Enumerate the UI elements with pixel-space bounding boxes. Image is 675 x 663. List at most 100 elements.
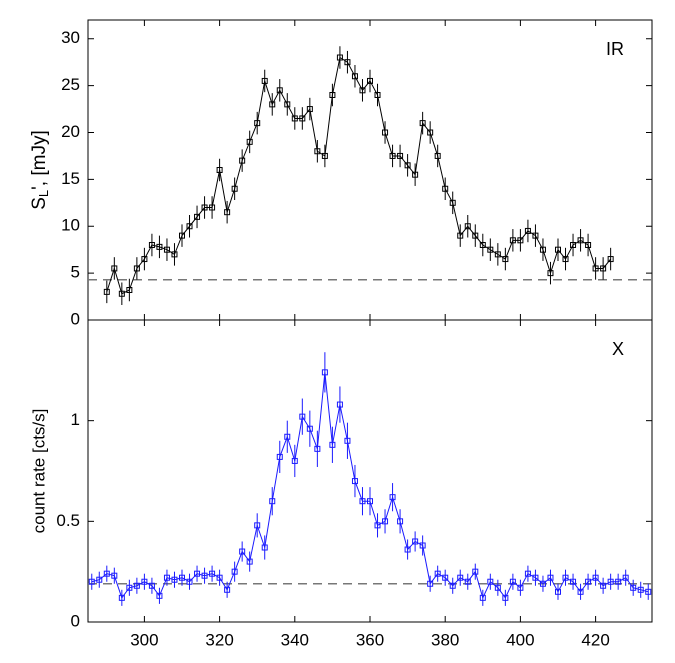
data-point (645, 588, 652, 595)
data-point (246, 558, 253, 565)
data-point (412, 171, 419, 178)
data-point (494, 584, 501, 591)
data-point (291, 115, 298, 122)
data-point (351, 73, 358, 80)
data-point (276, 87, 283, 94)
data-point (148, 242, 155, 248)
data-point (269, 101, 276, 108)
data-point (194, 570, 201, 577)
y-tick-label: 0 (71, 309, 80, 328)
data-point (201, 204, 208, 211)
x-tick-label: 420 (581, 630, 609, 649)
data-point (254, 120, 261, 127)
data-point (179, 574, 185, 581)
data-point (284, 101, 291, 108)
data-point (524, 570, 531, 577)
data-point (224, 209, 231, 216)
data-point (509, 578, 516, 585)
data-point (479, 594, 486, 601)
data-point (434, 152, 441, 159)
data-point (367, 498, 373, 505)
data-point (637, 586, 644, 593)
x-tick-label: 300 (130, 630, 158, 649)
data-point (600, 582, 607, 589)
data-point (336, 401, 343, 408)
data-point (141, 256, 148, 263)
data-point (600, 265, 607, 272)
data-point (547, 574, 554, 581)
x-tick-label: 400 (506, 630, 534, 649)
data-point (539, 580, 546, 587)
data-point (321, 369, 328, 376)
data-point (171, 576, 178, 583)
annotation: X (612, 339, 624, 359)
data-point (216, 574, 223, 581)
data-point (306, 425, 313, 432)
data-point (562, 574, 569, 581)
data-point (630, 584, 637, 591)
data-point (562, 256, 569, 263)
data-point (592, 574, 599, 581)
data-point (306, 106, 313, 113)
y-tick-label: 10 (61, 216, 80, 235)
data-point (509, 237, 516, 244)
y-label-main: S (29, 197, 50, 210)
x-tick-label: 380 (431, 630, 459, 649)
data-point (539, 246, 546, 253)
data-point (111, 265, 118, 272)
data-point (231, 568, 238, 575)
data-point (585, 242, 592, 248)
data-point (449, 199, 456, 206)
x-tick-label: 320 (205, 630, 233, 649)
data-point (126, 287, 133, 293)
data-point (382, 129, 389, 136)
data-point (239, 548, 246, 555)
data-point (133, 265, 140, 272)
data-point (464, 223, 471, 230)
data-point (156, 592, 163, 599)
data-point (284, 433, 291, 440)
data-point (261, 77, 268, 84)
plot-frame (87, 319, 653, 623)
data-point (517, 584, 524, 591)
data-point (359, 87, 366, 94)
data-point (442, 185, 449, 192)
data-point (261, 544, 268, 551)
data-point (457, 232, 464, 239)
data-point (96, 576, 103, 583)
data-point (585, 578, 592, 585)
data-point (570, 578, 577, 585)
data-point (449, 582, 456, 589)
data-point (419, 120, 426, 127)
data-point (171, 251, 178, 258)
y-tick-label: 25 (61, 75, 80, 94)
data-point (231, 185, 238, 192)
x-tick-label: 360 (356, 630, 384, 649)
data-point (359, 498, 366, 505)
data-point (374, 522, 381, 529)
data-point (532, 574, 539, 581)
data-point (427, 129, 434, 136)
data-point (397, 152, 404, 159)
data-point (344, 59, 351, 66)
data-point (148, 582, 155, 589)
data-point (524, 227, 531, 234)
data-point (479, 242, 486, 248)
data-point (592, 265, 599, 272)
y-tick-label: 0.5 (56, 511, 80, 530)
data-point (246, 138, 253, 145)
data-point (314, 445, 321, 452)
data-point (276, 453, 283, 460)
data-point (555, 588, 561, 595)
data-point (216, 167, 223, 173)
data-point (427, 580, 434, 587)
y-axis-label: SL', [mJy] (29, 130, 51, 210)
data-point (299, 413, 306, 420)
data-point (314, 148, 321, 155)
y-tick-label: 15 (61, 169, 80, 188)
data-point (389, 494, 396, 501)
data-point (103, 288, 110, 295)
y-tick-label: 0 (71, 611, 80, 630)
data-point (329, 92, 336, 98)
